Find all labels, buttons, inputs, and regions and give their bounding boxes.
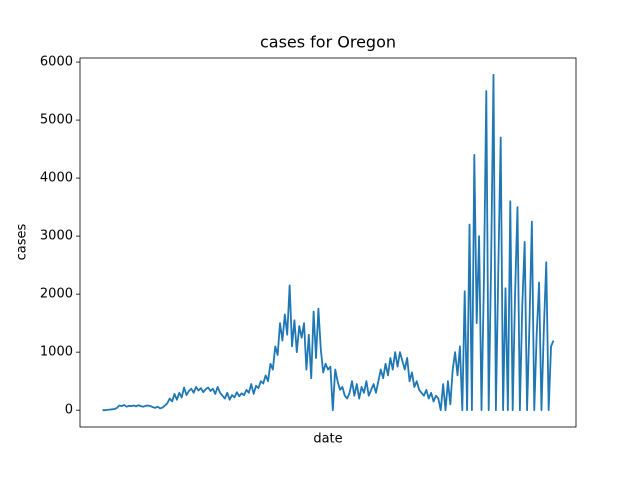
plot-frame: [79, 57, 577, 428]
chart-title: cases for Oregon: [260, 33, 396, 52]
y-tick-label: 6000: [40, 55, 73, 70]
data-line: [102, 73, 555, 412]
y-tick-label: 0: [65, 403, 73, 418]
y-tick-label: 1000: [40, 345, 73, 360]
y-tick-label: 5000: [40, 113, 73, 128]
y-tick-label: 3000: [40, 229, 73, 244]
x-axis-label: date: [313, 432, 342, 447]
y-axis-label: cases: [15, 223, 30, 260]
y-tick-label: 2000: [40, 287, 73, 302]
y-tick-label: 4000: [40, 171, 73, 186]
